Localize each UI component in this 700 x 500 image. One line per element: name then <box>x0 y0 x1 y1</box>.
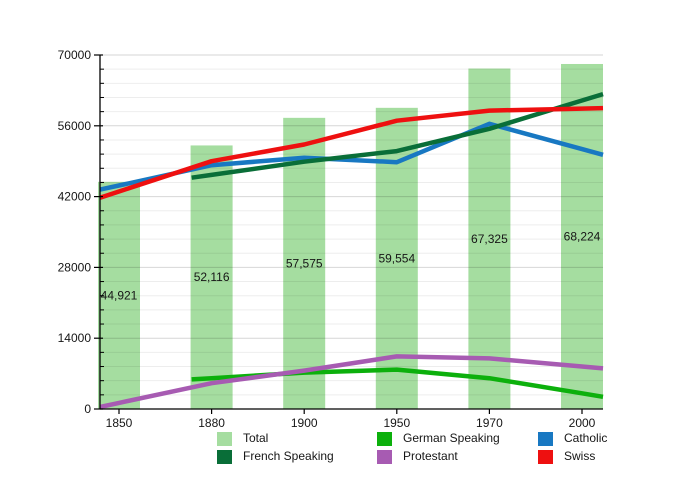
total-bar <box>98 181 140 409</box>
line-series-french-speaking <box>191 91 604 180</box>
x-tick-label: 1850 <box>106 416 133 430</box>
y-tick-label: 56000 <box>58 119 92 133</box>
bar-value-label: 68,224 <box>564 229 601 243</box>
bar-value-label: 67,325 <box>471 232 508 246</box>
y-tick-label: 0 <box>84 402 91 416</box>
bar-value-label: 59,554 <box>378 251 415 265</box>
total-bar <box>190 145 233 409</box>
y-tick-label: 42000 <box>58 190 92 204</box>
y-tick-label: 70000 <box>58 48 92 62</box>
total-bar <box>283 117 326 410</box>
x-tick-label: 1970 <box>476 416 503 430</box>
x-tick-label: 1950 <box>383 416 410 430</box>
bar-value-label: 44,921 <box>101 288 138 302</box>
bar-value-label: 52,116 <box>194 270 230 284</box>
line-series-protestant <box>99 354 604 410</box>
x-tick-label: 1900 <box>291 416 318 430</box>
total-bar <box>561 63 603 410</box>
x-tick-label: 2000 <box>569 416 596 430</box>
line-series-catholic <box>99 121 604 192</box>
y-tick-label: 14000 <box>58 331 92 345</box>
y-tick-label: 28000 <box>58 260 92 274</box>
bar-value-label: 57,575 <box>286 256 323 270</box>
line-series-german-speaking <box>191 367 604 400</box>
line-series-swiss <box>99 105 604 200</box>
x-tick-label: 1880 <box>198 416 225 430</box>
